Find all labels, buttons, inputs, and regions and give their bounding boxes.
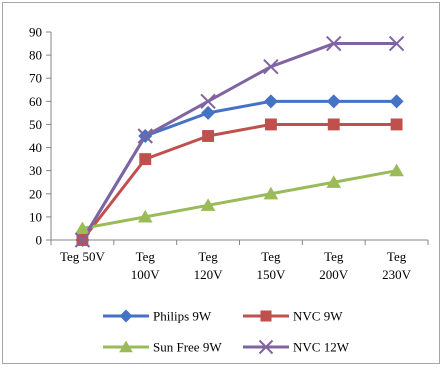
y-tick-label: 10 bbox=[29, 209, 42, 224]
legend-swatch-marker bbox=[260, 310, 272, 322]
data-point bbox=[389, 163, 404, 177]
data-point bbox=[200, 198, 216, 211]
data-point bbox=[326, 35, 342, 52]
legend: Philips 9W NVC 9W Sun Free 9W NVC 12W bbox=[103, 309, 350, 355]
data-point bbox=[201, 105, 216, 120]
y-tick-labels: 0 10 20 30 40 50 60 70 80 90 bbox=[29, 25, 42, 248]
x-tick-label: Teg 230V bbox=[382, 249, 412, 282]
legend-label: Philips 9W bbox=[153, 309, 212, 324]
legend-label: NVC 9W bbox=[293, 309, 343, 324]
data-point bbox=[263, 58, 279, 75]
legend-swatch-marker bbox=[119, 309, 133, 323]
y-tick-label: 40 bbox=[29, 140, 42, 155]
chart-frame bbox=[2, 2, 440, 364]
data-point bbox=[137, 209, 153, 223]
series-lines bbox=[81, 42, 397, 241]
data-point bbox=[388, 35, 405, 52]
data-point bbox=[327, 118, 340, 131]
data-point bbox=[389, 94, 404, 109]
y-tick-label: 0 bbox=[36, 233, 43, 248]
data-point bbox=[264, 118, 277, 131]
legend-swatch-marker bbox=[119, 340, 133, 353]
x-tick-label: Teg 200V bbox=[319, 249, 349, 282]
x-tick-label: Teg 120V bbox=[194, 249, 224, 282]
x-tick-label: Teg 150V bbox=[256, 249, 286, 282]
series-line bbox=[81, 42, 397, 241]
data-point bbox=[74, 232, 91, 248]
data-point bbox=[200, 93, 216, 110]
data-point bbox=[326, 175, 342, 188]
data-point bbox=[139, 153, 152, 166]
legend-label: NVC 12W bbox=[293, 340, 350, 355]
data-point bbox=[137, 128, 153, 144]
legend-swatch-marker bbox=[258, 339, 274, 355]
legend-label: Sun Free 9W bbox=[153, 340, 222, 355]
y-tick-label: 50 bbox=[29, 117, 42, 132]
y-tick-label: 70 bbox=[29, 71, 42, 86]
data-point bbox=[202, 130, 215, 142]
y-tick-label: 60 bbox=[29, 94, 42, 109]
x-tick-label: Teg 100V bbox=[131, 249, 161, 282]
data-point bbox=[263, 186, 279, 200]
data-point bbox=[75, 221, 90, 235]
y-tick-label: 20 bbox=[29, 186, 42, 201]
axes bbox=[46, 31, 429, 245]
data-point bbox=[390, 118, 403, 131]
x-tick-labels: Teg 50V Teg 100V Teg 120V Teg 150V Teg 200V Teg 23… bbox=[60, 249, 412, 282]
x-tick-label: Teg 50V bbox=[60, 249, 106, 264]
series-line bbox=[82, 169, 397, 230]
data-point bbox=[326, 94, 341, 109]
series-markers bbox=[74, 35, 405, 248]
data-point bbox=[263, 94, 278, 109]
series-line bbox=[81, 122, 397, 241]
y-tick-label: 80 bbox=[29, 48, 42, 63]
y-tick-label: 30 bbox=[29, 163, 42, 178]
y-tick-label: 90 bbox=[29, 25, 42, 40]
